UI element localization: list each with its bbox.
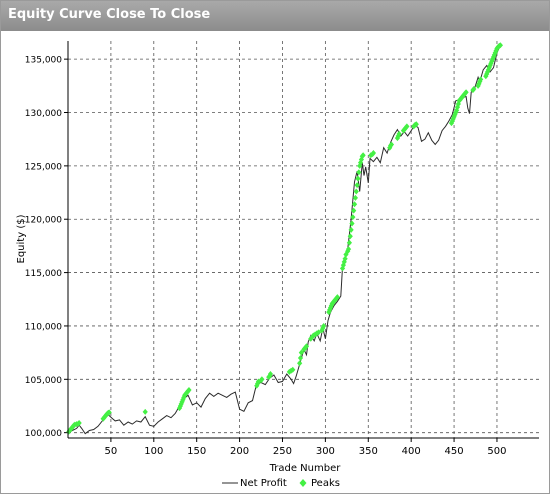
x-tick-label: 450 — [445, 446, 464, 457]
peak-point — [142, 408, 148, 415]
peak-point — [451, 113, 457, 120]
plot-area — [68, 41, 539, 438]
peak-point — [310, 332, 316, 339]
legend: Net Profit Peaks — [222, 478, 340, 489]
peak-point — [349, 220, 355, 227]
x-tick-label: 400 — [402, 446, 421, 457]
peak-point — [396, 130, 402, 137]
peak-point — [286, 368, 292, 375]
peak-point — [478, 76, 484, 83]
peak-point — [340, 262, 346, 269]
peak-point — [348, 226, 354, 233]
peak-point — [404, 123, 410, 130]
peak-point — [353, 188, 359, 195]
title-bar: Equity Curve Close To Close — [1, 1, 549, 31]
peak-point — [448, 120, 455, 127]
peak-point — [347, 233, 353, 240]
peak-point — [314, 330, 320, 337]
peak-point — [186, 386, 192, 393]
peak-point — [351, 207, 357, 214]
grid-lines — [68, 41, 539, 438]
x-tick-label: 50 — [105, 446, 118, 457]
y-tick-label: 110,000 — [25, 322, 62, 332]
peak-point — [491, 51, 497, 58]
peak-point — [255, 378, 262, 385]
legend-net-profit-label: Net Profit — [240, 478, 287, 489]
peak-point — [334, 294, 340, 301]
peak-point — [454, 104, 461, 111]
peak-point — [357, 159, 364, 166]
y-tick-label: 105,000 — [25, 376, 62, 386]
peak-point — [413, 121, 419, 128]
peak-point — [315, 329, 322, 336]
peak-point — [483, 73, 489, 80]
peak-point — [350, 214, 356, 221]
peak-point — [303, 343, 310, 350]
peak-point — [355, 175, 361, 182]
peak-point — [259, 376, 265, 383]
x-tick-label: 250 — [273, 446, 292, 457]
legend-peaks-swatch — [299, 479, 307, 487]
y-tick-label: 115,000 — [25, 269, 62, 279]
x-tick-label: 200 — [230, 446, 249, 457]
peak-point — [254, 382, 260, 389]
peak-point — [341, 258, 347, 265]
peak-point — [321, 322, 327, 329]
peak-point — [327, 306, 333, 313]
peak-point — [490, 54, 497, 61]
peak-point — [395, 132, 401, 139]
y-axis-label: Equity ($) — [16, 214, 27, 263]
peak-point — [471, 86, 477, 93]
x-tick-label: 150 — [187, 446, 206, 457]
peak-point — [352, 194, 359, 201]
x-tick-label: 300 — [316, 446, 335, 457]
peak-point — [356, 169, 362, 176]
y-tick-label: 125,000 — [25, 162, 62, 172]
peak-point — [319, 327, 325, 334]
peak-point — [476, 80, 482, 87]
x-axis-label: Trade Number — [269, 463, 342, 474]
peak-point — [298, 349, 304, 356]
peak-point — [267, 370, 274, 377]
y-tick-label: 130,000 — [25, 109, 62, 119]
peak-point — [463, 89, 469, 96]
y-tick-label: 100,000 — [25, 429, 62, 439]
x-tick-label: 350 — [359, 446, 378, 457]
peak-point — [342, 255, 348, 262]
peak-point — [297, 360, 303, 367]
peak-point — [267, 373, 273, 380]
x-tick-label: 100 — [144, 446, 163, 457]
peaks-markers — [66, 42, 503, 435]
peak-point — [346, 239, 352, 246]
peak-point — [297, 354, 304, 361]
peak-point — [290, 366, 296, 373]
peak-point — [484, 71, 490, 78]
chart-title: Equity Curve Close To Close — [8, 7, 211, 22]
peak-point — [490, 56, 496, 63]
peak-point — [354, 182, 360, 189]
peak-point — [487, 62, 493, 69]
peak-point — [475, 82, 481, 89]
peak-point — [455, 100, 461, 107]
peak-point — [368, 152, 374, 159]
peak-point — [345, 246, 352, 253]
y-tick-label: 120,000 — [25, 216, 62, 226]
peak-point — [351, 201, 358, 208]
peak-point — [76, 420, 82, 427]
peak-point — [370, 150, 377, 157]
peak-point — [497, 42, 503, 49]
legend-peaks-label: Peaks — [311, 478, 340, 489]
peak-point — [106, 409, 112, 416]
axis-ticks: 50 100 150 200 250 300 350 400 450 500 100,000 105,… — [25, 56, 507, 457]
peak-point — [388, 141, 395, 148]
peak-point — [326, 309, 332, 316]
peak-point — [452, 111, 458, 118]
x-tick-label: 500 — [487, 446, 506, 457]
y-tick-label: 135,000 — [25, 56, 62, 66]
peak-point — [360, 152, 366, 159]
